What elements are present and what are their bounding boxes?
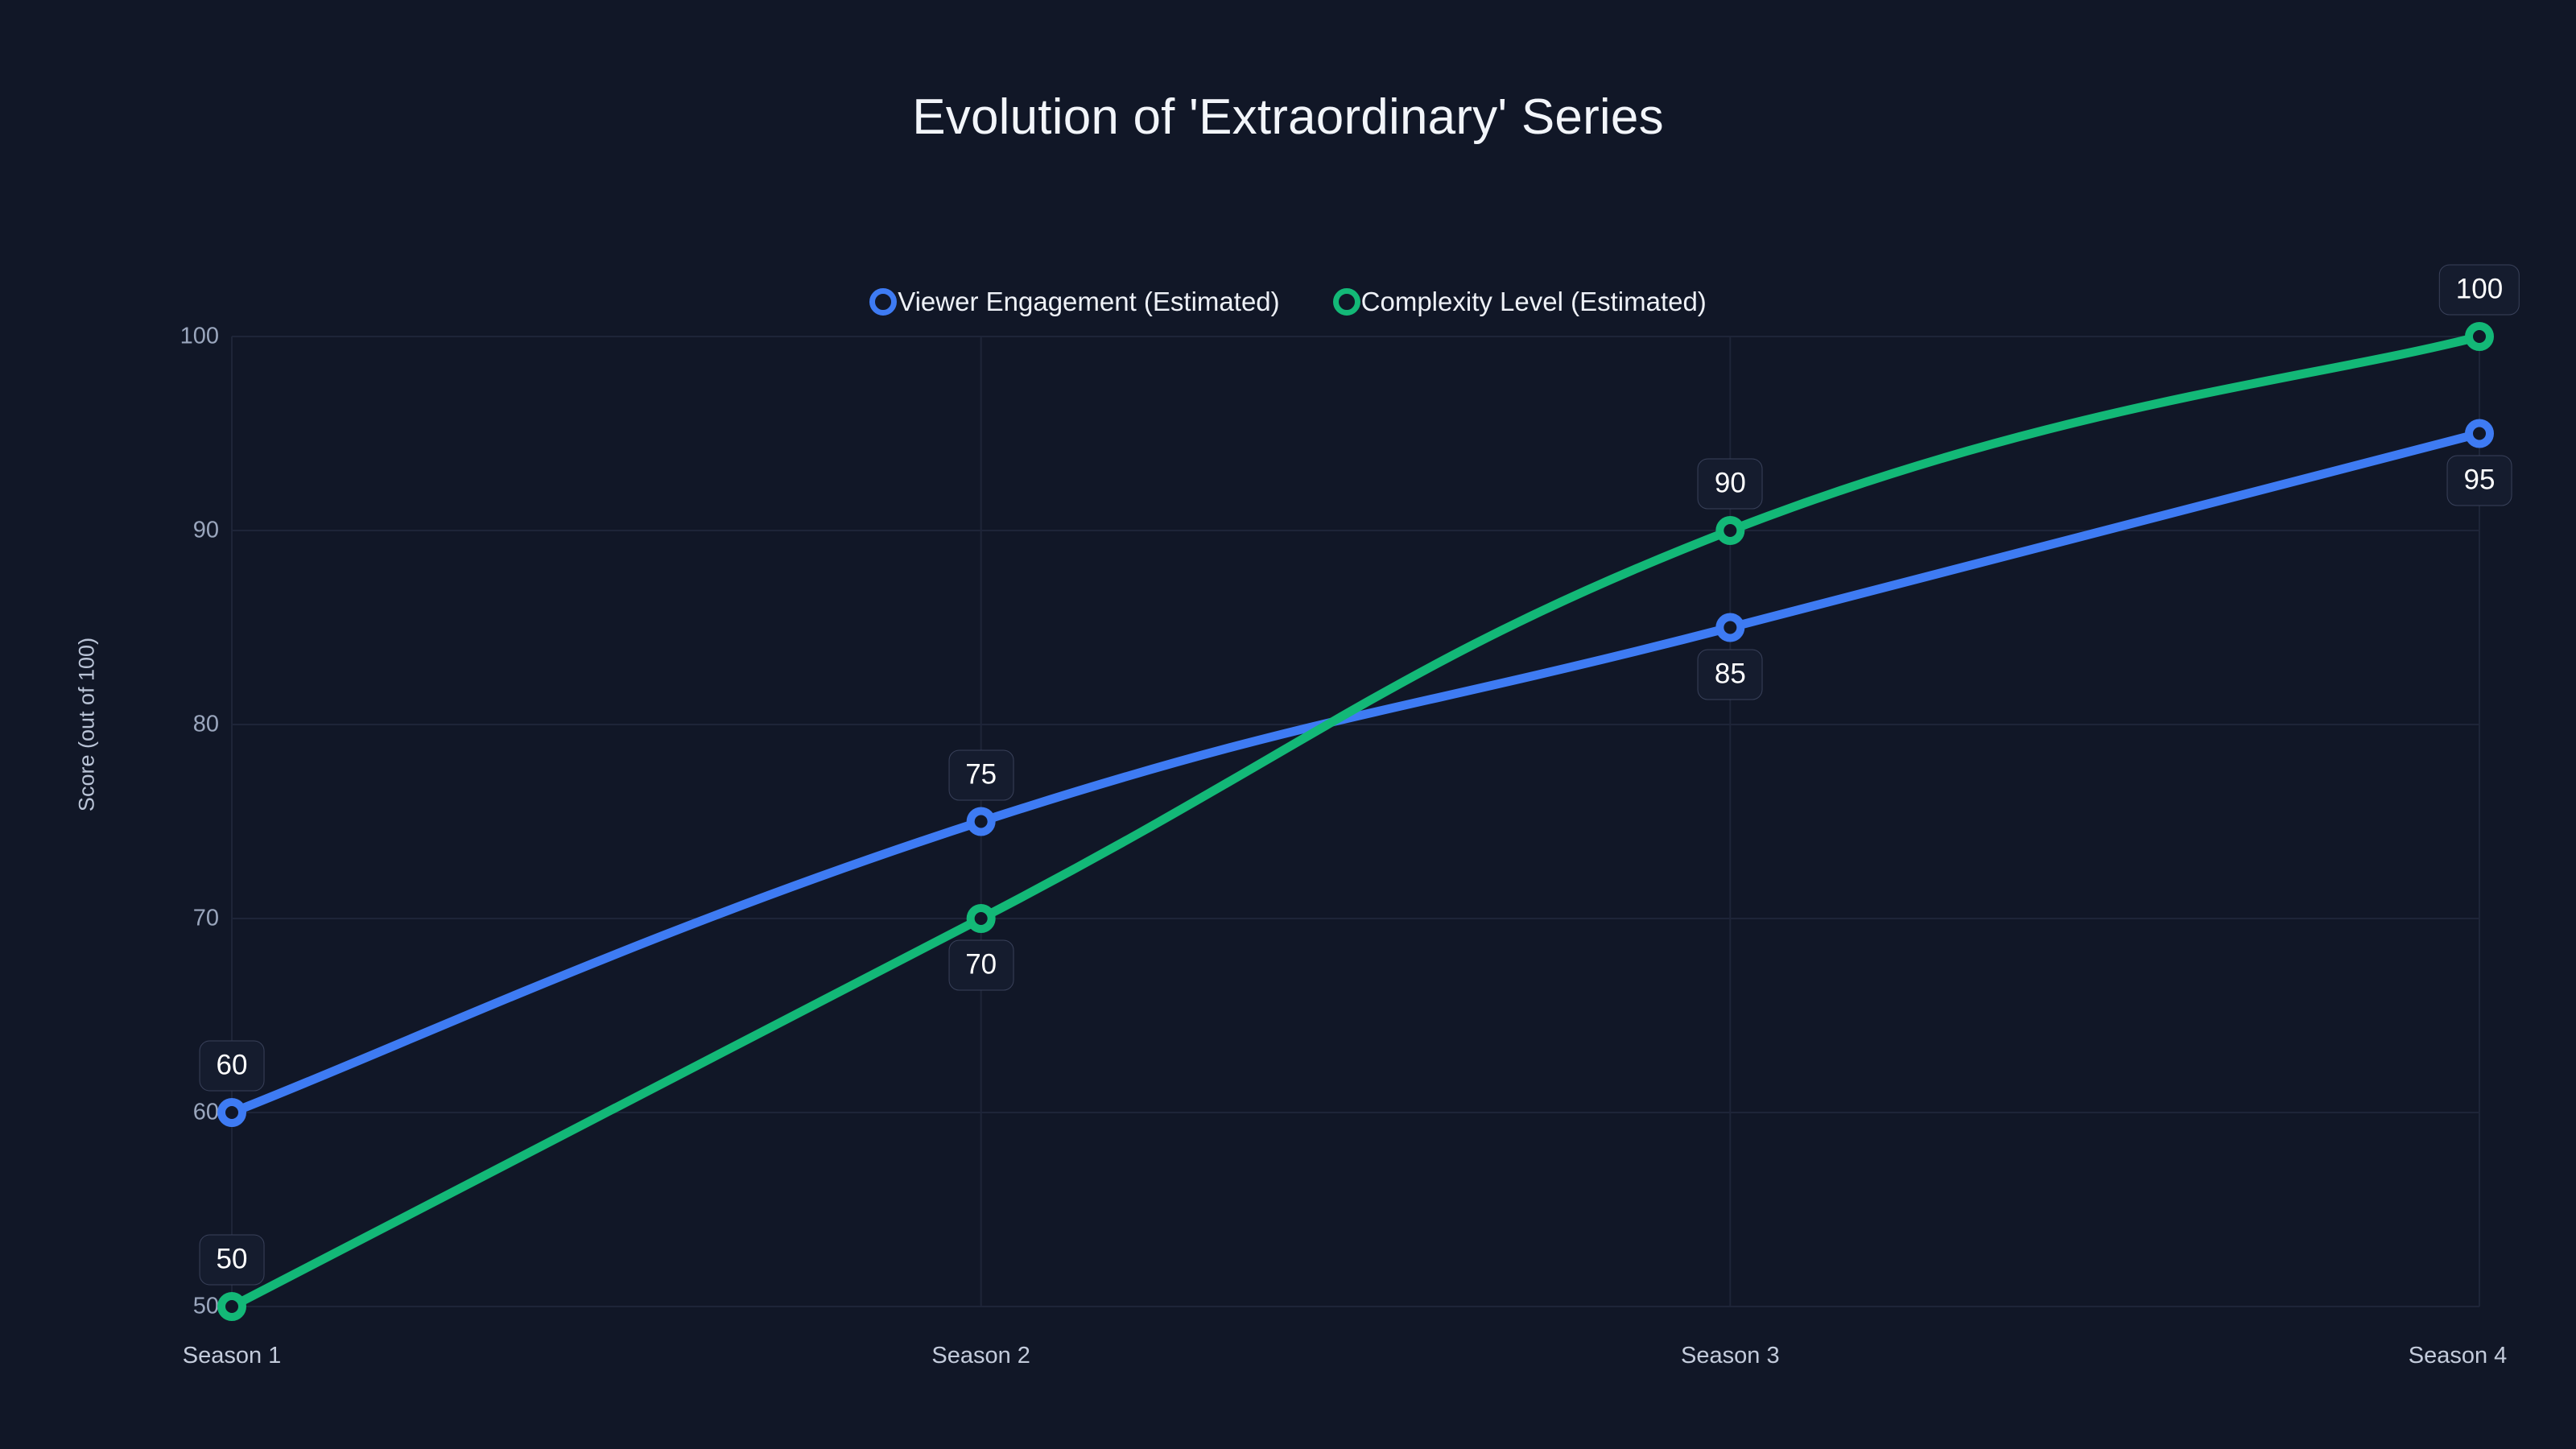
x-axis-tick-label: Season 2 [931, 1343, 1030, 1368]
data-point-label: 60 [199, 1040, 265, 1092]
data-point-label: 85 [1697, 649, 1763, 700]
y-axis-tick-label: 60 [192, 1099, 219, 1125]
data-point-label: 50 [199, 1234, 265, 1286]
legend-marker-circle-icon [1332, 288, 1360, 316]
data-point-marker[interactable] [217, 1292, 246, 1321]
y-axis-tick-label: 100 [180, 323, 219, 349]
data-point-label: 75 [948, 749, 1014, 800]
data-point-marker[interactable] [966, 807, 996, 836]
legend-label-complexity-level: Complexity Level (Estimated) [1360, 287, 1707, 316]
x-axis-tick-label: Season 3 [1681, 1343, 1780, 1368]
data-point-label: 70 [948, 939, 1014, 991]
data-point-marker[interactable] [966, 904, 996, 933]
y-axis-tick-label: 90 [192, 517, 219, 543]
legend-item-complexity-level[interactable]: Complexity Level (Estimated) [1332, 287, 1707, 317]
x-axis-tick-label: Season 1 [182, 1343, 282, 1368]
legend-item-viewer-engagement[interactable]: Viewer Engagement (Estimated) [869, 287, 1280, 317]
x-axis-tick-label: Season 4 [2408, 1343, 2508, 1368]
gridlines [231, 336, 2480, 1307]
data-point-marker[interactable] [1715, 613, 1745, 642]
data-point-marker[interactable] [1715, 516, 1745, 545]
data-point-label: 100 [2438, 264, 2520, 316]
y-axis-tick-label: 70 [192, 905, 219, 931]
y-axis-tick-label: 50 [192, 1293, 219, 1319]
y-axis-tick-label: 80 [192, 711, 219, 737]
series-lines [227, 332, 2484, 1311]
series-line-complexity-level [227, 332, 2484, 1311]
legend-label-viewer-engagement: Viewer Engagement (Estimated) [898, 287, 1280, 316]
plot-area [217, 322, 2494, 1321]
legend-marker-circle-icon [869, 288, 898, 316]
chart-title: Evolution of 'Extraordinary' Series [912, 89, 1664, 145]
data-point-label: 95 [2446, 455, 2512, 506]
chart-legend: Viewer Engagement (Estimated) Complexity… [0, 287, 2576, 317]
data-point-marker[interactable] [2465, 322, 2494, 351]
data-point-marker[interactable] [2465, 419, 2494, 448]
plot-svg [217, 322, 2494, 1321]
data-point-marker[interactable] [217, 1098, 246, 1127]
y-axis-tick-labels: 50 60 70 80 90 100 [0, 0, 219, 1449]
series-markers [217, 322, 2494, 1321]
series-line-viewer-engagement [227, 429, 2484, 1117]
data-point-label: 90 [1697, 458, 1763, 510]
